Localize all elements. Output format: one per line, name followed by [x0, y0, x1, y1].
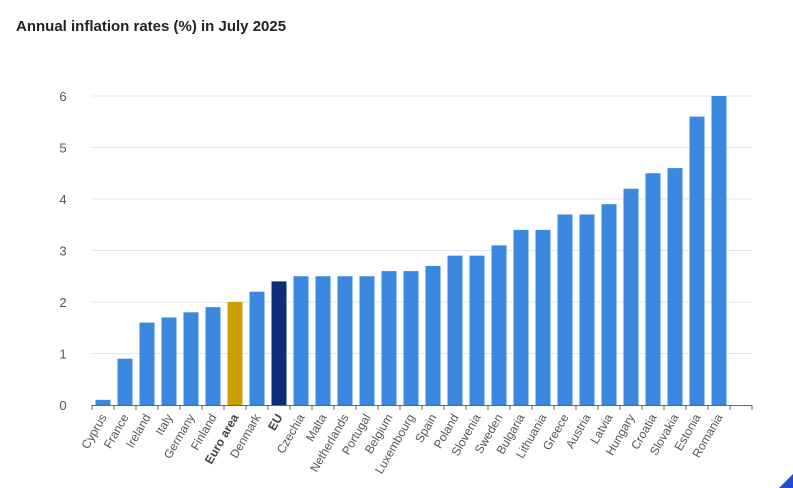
x-axis-tick-labels: CyprusFranceIrelandItalyGermanyFinlandEu… — [78, 411, 725, 477]
bar-finland[interactable] — [205, 307, 221, 405]
bar-estonia[interactable] — [689, 116, 705, 405]
bar-latvia[interactable] — [601, 204, 617, 405]
y-tick-label: 4 — [59, 192, 66, 207]
bar-croatia[interactable] — [645, 173, 661, 405]
bar-austria[interactable] — [579, 214, 595, 405]
bar-hungary[interactable] — [623, 188, 639, 405]
bar-lithuania[interactable] — [535, 229, 551, 405]
bar-luxembourg[interactable] — [403, 271, 419, 405]
bar-denmark[interactable] — [249, 291, 265, 405]
bar-ireland[interactable] — [139, 322, 155, 405]
bar-germany[interactable] — [183, 312, 199, 405]
bar-slovakia[interactable] — [667, 168, 683, 405]
y-tick-label: 6 — [59, 89, 66, 104]
y-tick-label: 3 — [59, 244, 66, 259]
y-tick-label: 1 — [59, 347, 66, 362]
bar-cyprus[interactable] — [95, 399, 111, 405]
bar-romania[interactable] — [711, 96, 727, 405]
bar-netherlands[interactable] — [337, 276, 353, 405]
x-axis — [91, 405, 753, 410]
bar-italy[interactable] — [161, 317, 177, 405]
corner-triangle-icon — [779, 474, 793, 488]
bar-poland[interactable] — [447, 255, 463, 405]
chart-title: Annual inflation rates (%) in July 2025 — [16, 18, 287, 35]
bar-euro-area[interactable] — [227, 302, 243, 405]
bars — [95, 96, 727, 405]
y-axis-tick-labels: 0 1 2 3 4 5 6 — [59, 89, 66, 413]
bar-eu[interactable] — [271, 281, 287, 405]
y-tick-label: 5 — [59, 141, 66, 156]
bar-czechia[interactable] — [293, 276, 309, 405]
bar-belgium[interactable] — [381, 271, 397, 405]
y-tick-label: 0 — [59, 398, 66, 413]
bar-spain[interactable] — [425, 265, 441, 405]
y-tick-label: 2 — [59, 295, 66, 310]
gridlines — [92, 95, 752, 354]
bar-portugal[interactable] — [359, 276, 375, 405]
bar-malta[interactable] — [315, 276, 331, 405]
bar-greece[interactable] — [557, 214, 573, 405]
bar-slovenia[interactable] — [469, 255, 485, 405]
bar-france[interactable] — [117, 358, 133, 405]
x-tick-label: EU — [265, 412, 285, 433]
bar-bulgaria[interactable] — [513, 229, 529, 405]
bar-sweden[interactable] — [491, 245, 507, 405]
